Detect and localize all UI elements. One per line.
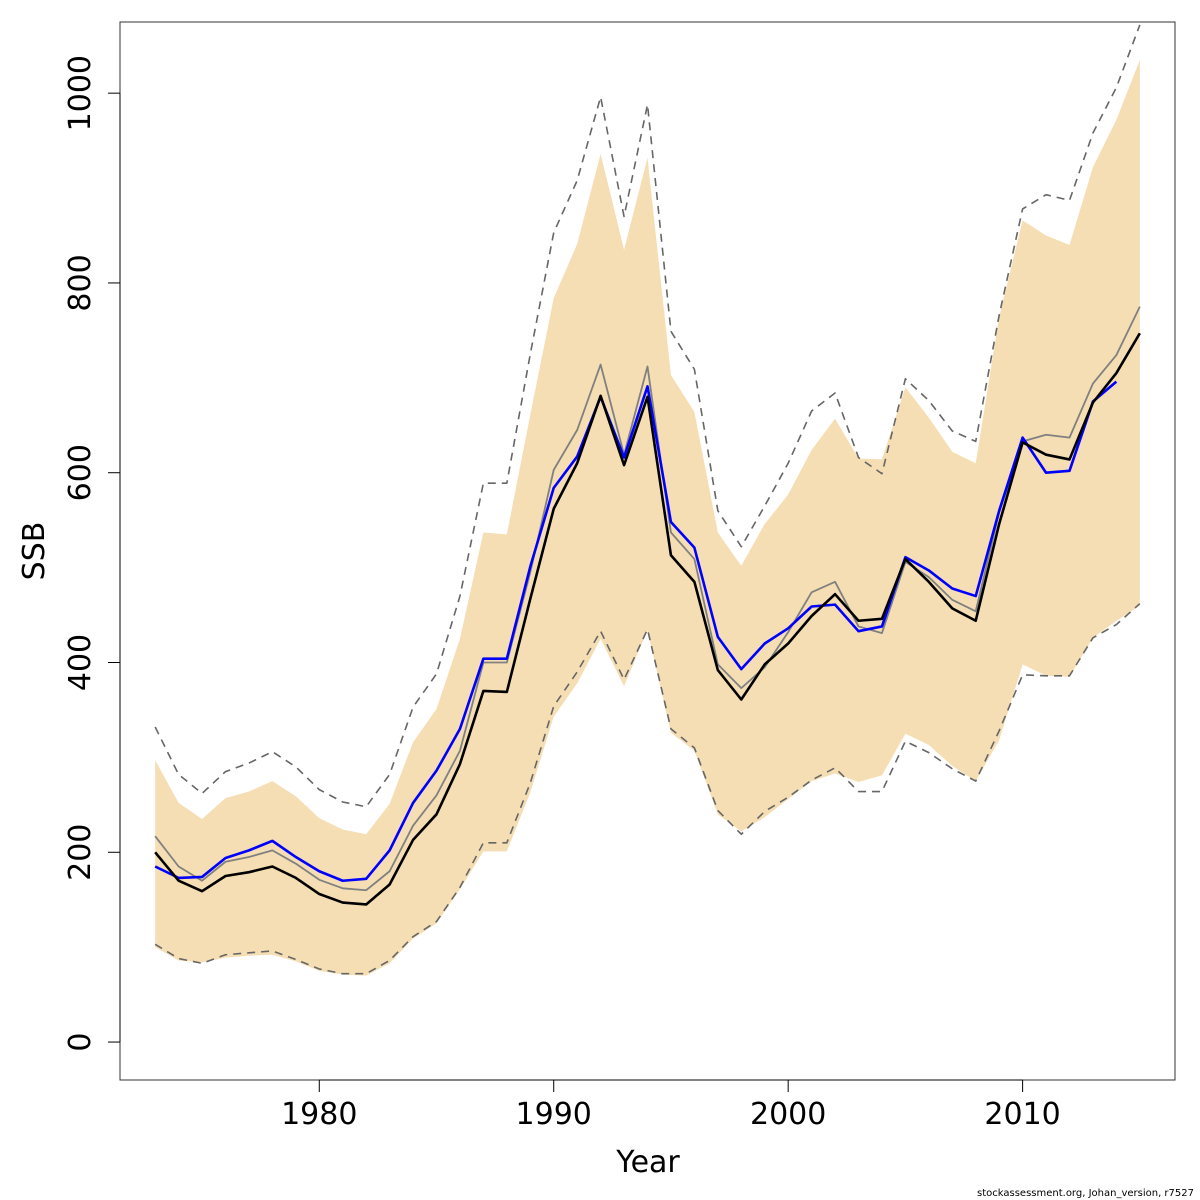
upper-dashed-line <box>154 24 1141 808</box>
ssb-gray-line <box>154 306 1141 892</box>
plot-content <box>154 24 1141 976</box>
y-tick-label: 800 <box>63 254 98 311</box>
y-tick-label: 600 <box>63 444 98 501</box>
x-axis: 1980 1990 2000 2010 <box>281 1079 1061 1132</box>
x-tick-label: 2000 <box>750 1097 826 1132</box>
y-tick-label: 0 <box>63 1032 98 1051</box>
ssb-blue-line <box>154 380 1118 883</box>
lower-dashed-line <box>154 603 1141 975</box>
x-tick-label: 1990 <box>516 1097 592 1132</box>
footer-credit: stockassessment.org, Johan_version, r752… <box>977 1188 1194 1199</box>
y-axis-title: SSB <box>17 522 52 581</box>
x-tick-label: 2010 <box>984 1097 1060 1132</box>
y-tick-label: 400 <box>63 634 98 691</box>
y-axis: 0 200 400 600 800 1000 <box>63 55 121 1052</box>
x-tick-label: 1980 <box>281 1097 357 1132</box>
x-axis-title: Year <box>615 1145 680 1180</box>
y-tick-label: 200 <box>63 824 98 881</box>
y-tick-label: 1000 <box>63 55 98 131</box>
ssb-black-line <box>154 332 1141 906</box>
confidence-band <box>155 59 1140 976</box>
